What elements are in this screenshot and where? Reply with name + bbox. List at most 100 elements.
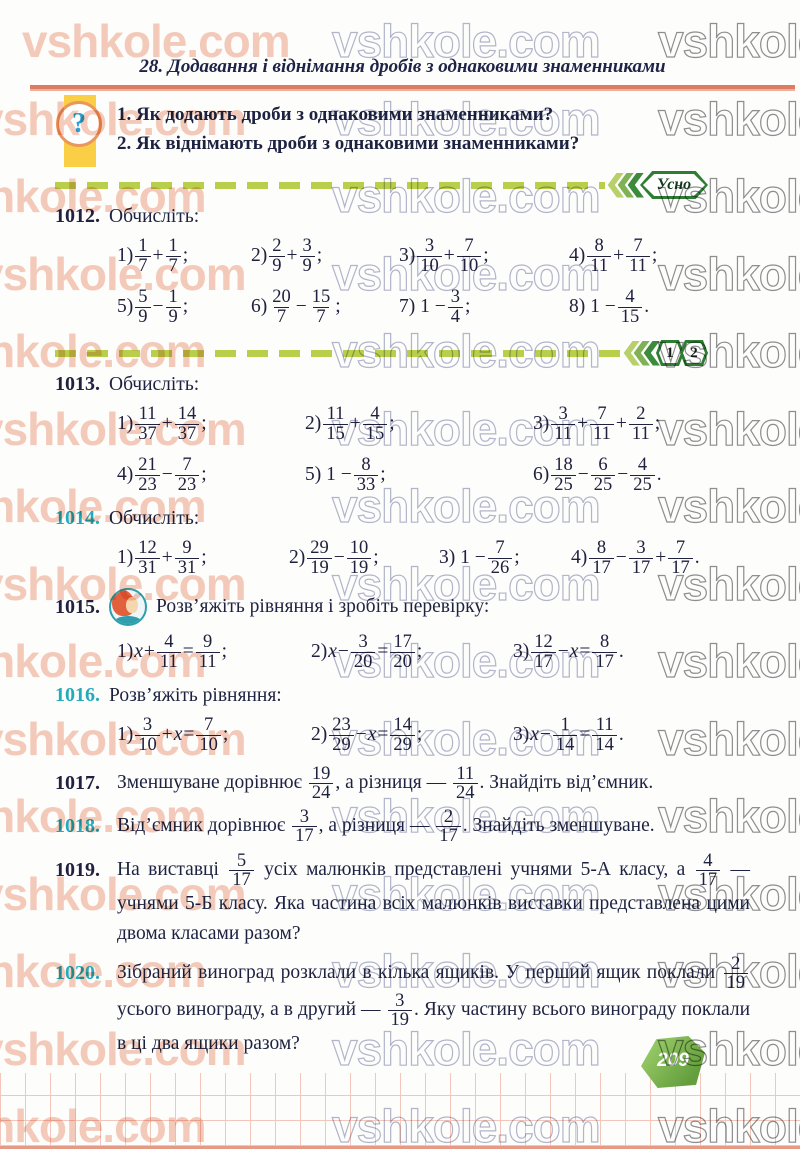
fraction: 9 31: [174, 539, 200, 577]
expression-item: 4) 8 11 + 7 11;: [569, 236, 658, 276]
fraction: 4 15: [362, 405, 388, 443]
expression-item: 7) 1 − 3 4;: [399, 287, 471, 327]
fraction: 3 17: [628, 539, 654, 577]
fraction: 23 29: [329, 716, 354, 754]
exercise-prompt: Розв’яжіть рівняння:: [109, 684, 282, 706]
fraction: 8 33: [353, 456, 379, 494]
exercise-prompt: Обчисліть:: [109, 507, 200, 529]
expression-item: 2) x − 3 20 = 17 20;: [311, 632, 423, 672]
exercise-1019: 1019. На виставці 5 17 усіх малюнків предс…: [55, 850, 751, 949]
fraction: 2 11: [628, 405, 653, 443]
expression-item: 2) 11 15 + 4 15;: [305, 404, 395, 444]
fraction: 11 14: [592, 716, 617, 754]
fraction: 7 11: [626, 237, 650, 275]
variable-x: x: [173, 724, 183, 745]
exercise-number: 1013.: [55, 373, 100, 395]
word-problem-text: 1019. На виставці 5 17 усіх малюнків предс…: [55, 850, 751, 944]
fraction: 4 15: [617, 288, 643, 326]
exercise-number: 1020.: [55, 961, 100, 984]
variable-x: x: [134, 641, 143, 662]
expression-item: 1) 12 31 + 9 31;: [117, 538, 207, 578]
fraction: 19 24: [308, 765, 334, 802]
fraction: 7 17: [668, 539, 693, 577]
expression-item: 3) x − 1 14 = 11 14.: [513, 715, 624, 755]
fraction: 15 7: [311, 287, 331, 327]
expression-item: 2) 23 29 − x = 14 29;: [311, 715, 423, 755]
expression-row: 1) 3 10 + x = 7 10; 2) 23 29 − x = 14 29; 3)…: [117, 710, 750, 760]
exercise-prompt: Обчисліть:: [109, 373, 200, 395]
fraction: 4 25: [630, 456, 655, 494]
fraction: 11 24: [453, 765, 478, 802]
question-line: 2. Як віднімають дроби з однаковими знам…: [117, 133, 580, 154]
expression-item: 3) 3 11 + 7 11 + 2 11;: [533, 404, 661, 444]
word-problem-text: 1017. Зменшуване дорівнює 19 24, а різниця…: [55, 764, 654, 804]
fraction: 7 11: [590, 405, 614, 443]
expression-item: 3) 1 − 7 26;: [439, 538, 520, 578]
variable-x: x: [569, 641, 579, 662]
fraction: 12 17: [531, 633, 556, 671]
expression-item: 6) 20 7 − 15 7;: [251, 287, 341, 327]
fraction: 3 20: [350, 633, 376, 671]
exercise-1017: 1017. Зменшуване дорівнює 19 24, а різниця…: [55, 764, 750, 804]
expression-item: 4) 8 17 − 3 17 + 7 17.: [571, 538, 700, 578]
exercise-prompt: Обчисліть:: [109, 205, 200, 227]
question-line: 1. Як додають дроби з однаковими знаменн…: [117, 104, 554, 125]
fraction: 2 17: [436, 808, 461, 846]
fraction: 4 17: [695, 851, 721, 889]
fraction: 11 15: [323, 405, 348, 443]
expression-item: 3) 12 17 − x = 8 17.: [513, 632, 624, 672]
page-title: 28. Додавання і віднімання дробів з одна…: [139, 56, 666, 77]
fraction: 4 11: [156, 633, 181, 671]
exercise-1013: 1013. Обчисліть: 1) 11 37 + 14 37; 2) 11 15 +…: [55, 371, 750, 500]
header-rule: [30, 85, 795, 91]
fraction: 17 20: [390, 633, 415, 671]
green-dashed-line: [55, 181, 605, 189]
level-divider: 1 2: [55, 340, 708, 366]
expression-row: 1) 11 37 + 14 37; 2) 11 15 + 4 15; 3) 3 11 + …: [117, 399, 750, 449]
expression-item: 3) 3 10 + 7 10;: [399, 236, 489, 276]
exercise-number: 1019.: [55, 858, 100, 881]
level-badge-2: 2: [680, 340, 708, 366]
page-number-badge: 209: [641, 1036, 705, 1088]
variable-x: x: [530, 724, 539, 745]
expression-row: 1) x + 4 11 = 9 11; 2) x − 3 20 = 17 20; 3) …: [117, 627, 750, 677]
fraction: 8 11: [587, 237, 612, 275]
exercise-number: 1015.: [55, 595, 100, 618]
exercise-prompt: Розв’яжіть рівняння і зробіть перевірку:: [156, 596, 490, 617]
usno-badge: Усно: [640, 171, 708, 199]
fraction: 18 25: [551, 456, 576, 494]
fraction: 8 17: [592, 633, 617, 671]
variable-x: x: [367, 724, 377, 745]
fraction: 2 19: [723, 954, 748, 992]
expression-item: 1) x + 4 11 = 9 11;: [117, 632, 227, 672]
fraction: 3 10: [417, 237, 442, 275]
question-box: ? 1. Як додають дроби з однаковими знаме…: [55, 95, 750, 167]
exercise-1015: 1015. Розв’яжіть рівняння і зробіть перев…: [55, 588, 750, 677]
fraction: 14 29: [390, 716, 415, 754]
expression-item: 2) 29 19 − 10 19;: [289, 538, 379, 578]
exercise-number: 1016.: [55, 684, 100, 706]
question-mark-icon: ?: [56, 101, 102, 147]
fraction: 3 10: [135, 716, 160, 754]
word-problem-text: 1020. Зібраний виноград розклали в кілька…: [55, 953, 751, 1055]
fraction: 7 23: [174, 456, 200, 494]
expression-item: 1) 11 37 + 14 37;: [117, 404, 207, 444]
exercise-number: 1018.: [55, 815, 100, 838]
fraction: 3 17: [292, 808, 317, 846]
expression-item: 5) 1 − 8 33;: [305, 455, 386, 495]
fraction: 7 10: [196, 716, 221, 754]
fraction: 9 11: [195, 633, 220, 671]
